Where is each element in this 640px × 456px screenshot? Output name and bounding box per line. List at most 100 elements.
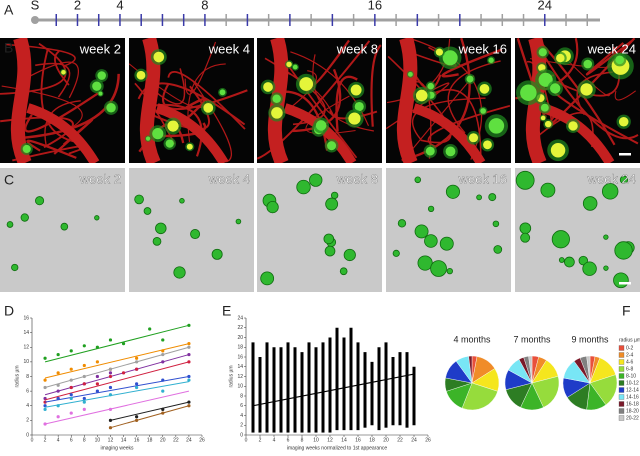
plaque [603, 265, 609, 271]
image-bg [0, 168, 125, 292]
vessel [155, 103, 229, 163]
image-title: week 8 [336, 41, 378, 56]
y-tick-label: 12 [237, 374, 243, 380]
vessel [541, 103, 615, 163]
x-tick-label: 0 [31, 437, 34, 443]
plaque [538, 72, 553, 87]
y-tick-label: 10 [237, 384, 243, 390]
plaque [299, 77, 314, 91]
plaque [439, 236, 454, 251]
vessel [568, 61, 610, 97]
data-point [69, 411, 73, 415]
point-column [377, 347, 381, 431]
vessel [20, 73, 120, 140]
data-point [161, 411, 165, 415]
x-tick-label: 8 [83, 437, 86, 443]
plaque [551, 230, 570, 249]
plaque [179, 198, 185, 204]
fit-line [44, 390, 190, 425]
fit-line [110, 405, 190, 429]
pie-title: 9 months [571, 334, 609, 344]
data-point [135, 360, 139, 364]
plaque [442, 50, 458, 66]
plaque [430, 260, 447, 277]
y-axis-label: radius µm [228, 365, 234, 387]
data-point [69, 385, 73, 390]
x-tick-label: 0 [245, 437, 248, 443]
plaque [354, 101, 364, 112]
image-title: week 2 [79, 171, 121, 186]
legend-label: 10-12 [626, 380, 639, 386]
legend-swatch [618, 394, 625, 400]
y-axis-label: radius µm [14, 365, 20, 387]
plaque [578, 255, 589, 266]
x-tick-label: 26 [425, 437, 431, 443]
x-tick-label: 20 [160, 437, 166, 443]
timeline-label: 2 [74, 0, 81, 12]
y-tick-label: 16 [237, 354, 243, 360]
image-title: week 4 [208, 41, 250, 56]
start-marker [31, 16, 39, 24]
y-tick-label: 2 [240, 423, 243, 429]
legend-title: radius µm [619, 337, 640, 343]
point-column [314, 347, 318, 433]
plaque [153, 51, 165, 63]
plaque [134, 194, 144, 205]
plaque [397, 219, 407, 228]
vessel [312, 54, 374, 132]
vessel [396, 38, 418, 163]
data-point [56, 396, 60, 401]
plaque [235, 218, 242, 225]
point-column [384, 342, 388, 428]
plaque [427, 82, 434, 90]
data-point [56, 371, 60, 375]
x-tick-label: 16 [355, 437, 361, 443]
plaque [519, 222, 532, 235]
plaque [544, 120, 552, 128]
data-point [161, 407, 165, 412]
point-column [321, 342, 325, 433]
image-title: week 8 [336, 171, 378, 186]
plaque [582, 196, 598, 211]
plaque [488, 118, 505, 134]
plaque [167, 120, 179, 132]
data-point [187, 341, 191, 346]
x-tick-label: 26 [199, 437, 205, 443]
data-point [56, 404, 60, 408]
plaque [350, 84, 362, 96]
data-point [108, 367, 113, 371]
legend-swatch [618, 359, 625, 365]
data-point [43, 422, 47, 426]
data-point [148, 327, 152, 331]
image-title: week 24 [587, 41, 636, 56]
y-tick-label: 16 [23, 315, 29, 321]
data-point [108, 407, 113, 412]
y-tick-label: 10 [23, 359, 29, 365]
x-tick-label: 18 [369, 437, 375, 443]
scale-bar [619, 153, 631, 156]
y-tick-label: 20 [237, 335, 243, 341]
x-tick-label: 10 [313, 437, 319, 443]
legend-label: 0-2 [626, 345, 633, 351]
legend-swatch [618, 387, 625, 393]
pie-slice [468, 355, 473, 384]
plaque [173, 266, 186, 279]
legend-label: 18-20 [626, 408, 639, 414]
point-column [272, 347, 276, 433]
data-point [108, 418, 113, 422]
panel-label: E [222, 303, 231, 319]
vessel [54, 50, 70, 86]
data-point [43, 407, 47, 412]
point-column [286, 342, 290, 433]
image-bg [257, 168, 382, 292]
plaque [427, 205, 435, 213]
plaque [260, 271, 275, 286]
plaque [414, 176, 422, 184]
vessel [24, 90, 101, 133]
point-column [328, 337, 332, 433]
x-tick-label: 22 [397, 437, 403, 443]
data-point [187, 345, 191, 349]
data-point [121, 341, 126, 346]
data-point [187, 400, 191, 404]
data-point [82, 400, 86, 404]
